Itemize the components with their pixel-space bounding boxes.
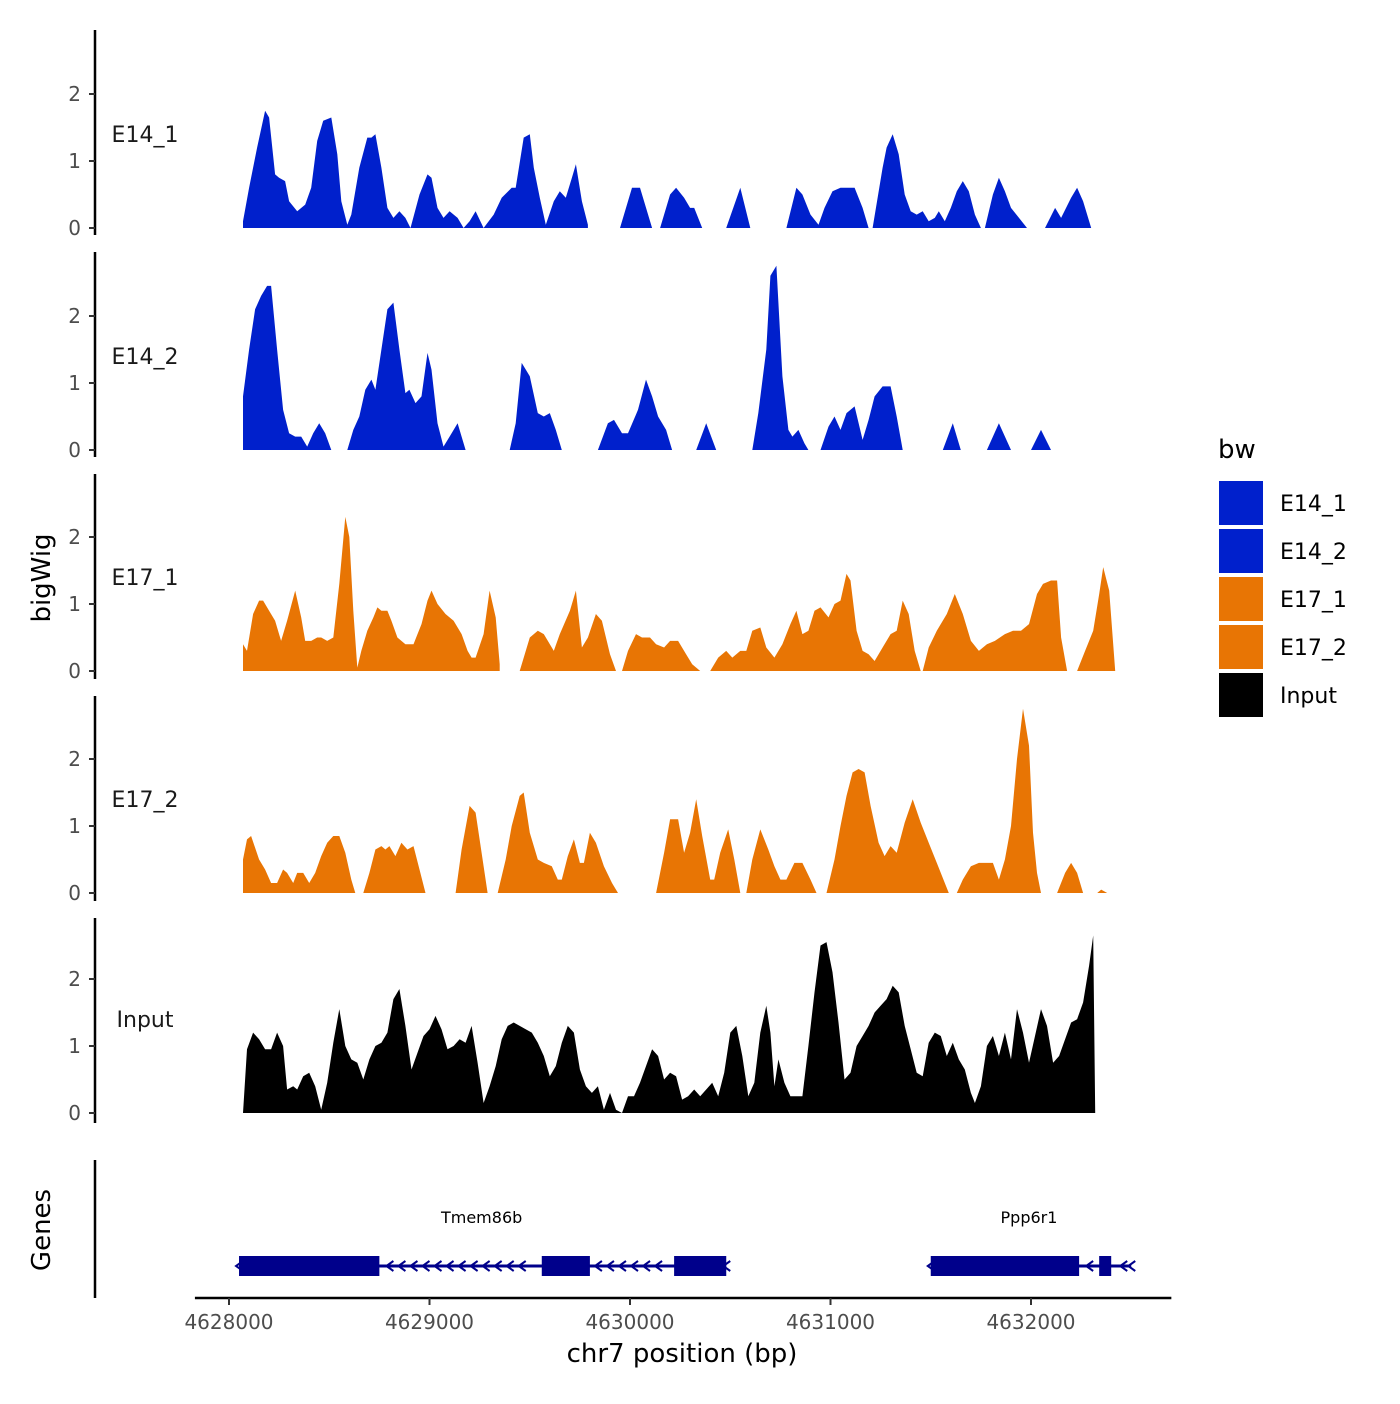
strand-arrow bbox=[444, 1260, 455, 1272]
y-tick-label: 2 bbox=[68, 304, 81, 328]
x-axis: 4628000 4629000 4630000 4631000 4632000 bbox=[184, 1296, 1172, 1334]
track-e14-1: 0 1 2 E14_1 bbox=[68, 30, 1092, 240]
gene-exon bbox=[930, 1256, 1080, 1276]
gene-exon bbox=[1099, 1256, 1112, 1276]
strand-arrow bbox=[456, 1260, 467, 1272]
strand-arrow bbox=[593, 1260, 603, 1272]
track-label: E14_1 bbox=[112, 123, 179, 148]
legend-label: E17_2 bbox=[1280, 636, 1347, 661]
legend-label: E14_1 bbox=[1280, 492, 1347, 517]
strand-arrow bbox=[234, 1260, 244, 1272]
strand-arrow bbox=[926, 1260, 936, 1272]
gene-exon bbox=[239, 1256, 380, 1276]
legend: bw E14_1 E14_2 E17_1 E17_2 Input bbox=[1218, 435, 1347, 717]
y-tick-label: 2 bbox=[68, 747, 81, 771]
area-e14-1 bbox=[243, 110, 1092, 228]
x-tick-label: 4629000 bbox=[385, 1310, 474, 1334]
y-tick-label: 2 bbox=[68, 525, 81, 549]
genes-track-title: Genes bbox=[27, 1189, 57, 1271]
gene-label: Ppp6r1 bbox=[1001, 1208, 1058, 1227]
y-tick-label: 1 bbox=[68, 149, 81, 173]
area-e17-2 bbox=[243, 708, 1108, 893]
strand-arrow bbox=[653, 1260, 663, 1272]
x-axis-title: chr7 position (bp) bbox=[567, 1339, 798, 1369]
strand-arrow bbox=[492, 1260, 503, 1272]
strand-arrow bbox=[641, 1260, 651, 1272]
strand-arrow bbox=[432, 1260, 443, 1272]
gene-ppp6r1: Ppp6r1 bbox=[926, 1208, 1136, 1276]
genes-layer: Tmem86b Ppp6r1 bbox=[93, 1160, 1136, 1298]
area-input bbox=[243, 935, 1096, 1113]
track-label: E17_1 bbox=[112, 566, 179, 591]
y-axis-title: bigWig bbox=[27, 533, 57, 622]
x-tick-label: 4631000 bbox=[786, 1310, 875, 1334]
strand-arrow bbox=[480, 1260, 491, 1272]
tracks-layer: 0 1 2 E14_1 0 1 2 E14_2 0 1 2 E17_1 0 1 2 E17_2 0 1 2 Input bbox=[68, 30, 1116, 1125]
y-tick-label: 0 bbox=[68, 1101, 81, 1125]
strand-arrow bbox=[384, 1260, 394, 1272]
legend-key-e17-1 bbox=[1219, 577, 1263, 621]
track-label: Input bbox=[117, 1008, 174, 1033]
strand-arrow bbox=[396, 1260, 407, 1272]
legend-label: Input bbox=[1280, 684, 1337, 709]
strand-arrow bbox=[617, 1260, 627, 1272]
strand-arrow bbox=[1126, 1260, 1136, 1272]
y-tick-label: 0 bbox=[68, 881, 81, 905]
strand-arrow bbox=[468, 1260, 479, 1272]
area-e14-2 bbox=[243, 265, 1051, 450]
legend-key-e14-2 bbox=[1219, 529, 1263, 573]
strand-arrow bbox=[629, 1260, 639, 1272]
y-tick-label: 0 bbox=[68, 659, 81, 683]
track-e17-1: 0 1 2 E17_1 bbox=[68, 474, 1116, 683]
gene-exon bbox=[541, 1256, 590, 1276]
strand-arrow bbox=[408, 1260, 419, 1272]
track-e17-2: 0 1 2 E17_2 bbox=[68, 696, 1108, 905]
strand-arrow bbox=[721, 1260, 731, 1272]
legend-key-e17-2 bbox=[1219, 625, 1263, 669]
track-input: 0 1 2 Input bbox=[68, 918, 1096, 1125]
y-tick-label: 1 bbox=[68, 1034, 81, 1058]
legend-key-input bbox=[1219, 673, 1263, 717]
y-tick-label: 2 bbox=[68, 967, 81, 991]
gene-exon bbox=[674, 1256, 727, 1276]
strand-arrow bbox=[1118, 1260, 1128, 1272]
gene-label: Tmem86b bbox=[440, 1208, 522, 1227]
track-e14-2: 0 1 2 E14_2 bbox=[68, 252, 1051, 462]
strand-arrow bbox=[504, 1260, 515, 1272]
legend-key-e14-1 bbox=[1219, 481, 1263, 525]
y-tick-label: 1 bbox=[68, 814, 81, 838]
legend-title: bw bbox=[1218, 435, 1256, 465]
strand-arrow bbox=[1084, 1260, 1094, 1272]
y-tick-label: 0 bbox=[68, 438, 81, 462]
x-tick-label: 4628000 bbox=[184, 1310, 273, 1334]
y-tick-label: 0 bbox=[68, 216, 81, 240]
strand-arrow bbox=[517, 1260, 527, 1272]
legend-label: E14_2 bbox=[1280, 540, 1347, 565]
strand-arrow bbox=[605, 1260, 615, 1272]
area-e17-1 bbox=[243, 516, 1116, 671]
y-tick-label: 1 bbox=[68, 371, 81, 395]
x-tick-label: 4630000 bbox=[585, 1310, 674, 1334]
strand-arrow bbox=[420, 1260, 431, 1272]
legend-label: E17_1 bbox=[1280, 588, 1347, 613]
gene-tmem86b: Tmem86b bbox=[234, 1208, 731, 1276]
x-tick-label: 4632000 bbox=[986, 1310, 1075, 1334]
track-label: E14_2 bbox=[112, 345, 179, 370]
track-label: E17_2 bbox=[112, 788, 179, 813]
y-tick-label: 2 bbox=[68, 82, 81, 106]
y-tick-label: 1 bbox=[68, 592, 81, 616]
